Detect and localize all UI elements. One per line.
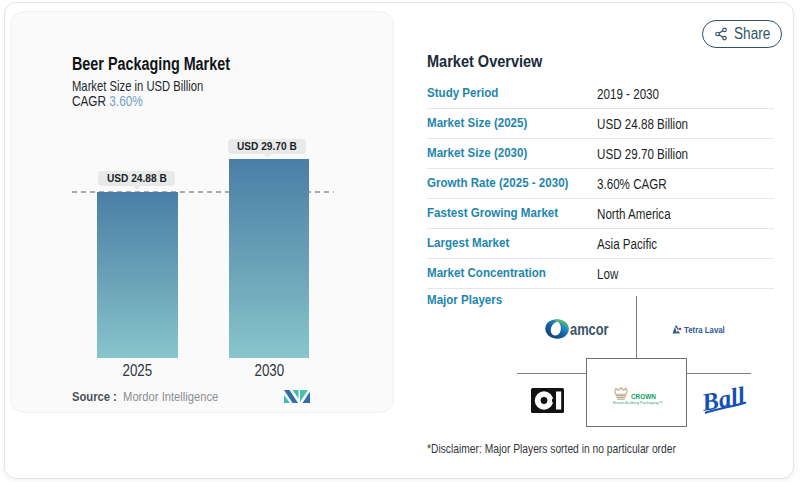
svg-text:Ball: Ball (700, 383, 747, 416)
